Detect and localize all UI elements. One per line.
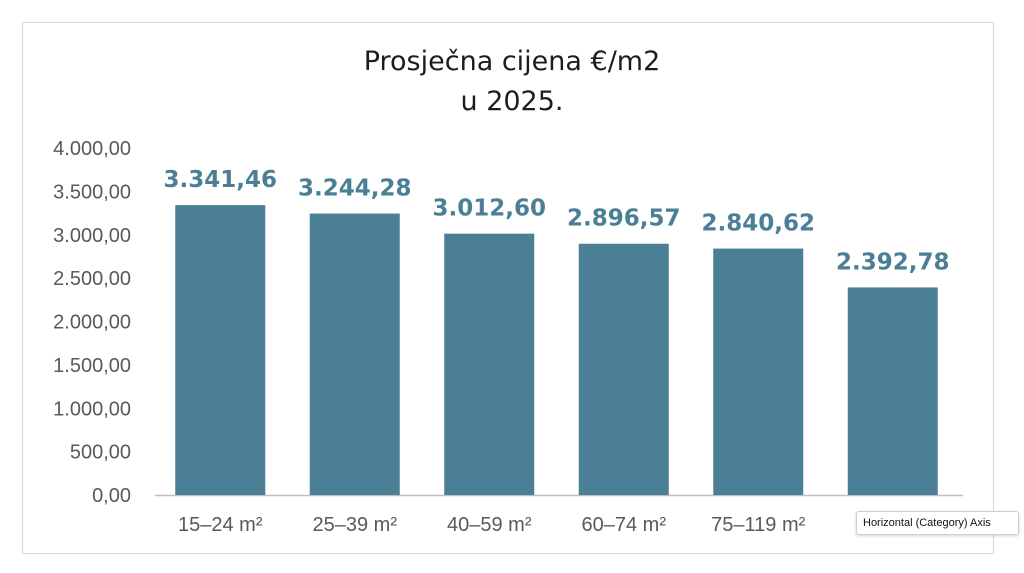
bar[interactable]	[713, 248, 804, 495]
bar-series[interactable]	[175, 205, 938, 495]
bar[interactable]	[309, 213, 400, 495]
vertical-value-axis[interactable]: 0,00 500,00 1.000,00 1.500,00 2.000,00 2.500,…	[53, 138, 131, 507]
bar[interactable]	[444, 233, 535, 495]
x-tick-label: 15–24 m²	[178, 514, 263, 536]
y-tick-label: 4.000,00	[53, 138, 131, 160]
data-label: 3.341,46	[164, 167, 278, 193]
axis-tooltip: Horizontal (Category) Axis	[856, 511, 1019, 535]
bar[interactable]	[847, 287, 938, 495]
x-tick-label: 40–59 m²	[447, 514, 532, 536]
data-label: 2.896,57	[567, 206, 681, 232]
x-tick-label: 75–119 m²	[711, 514, 805, 536]
x-tick-label: 25–39 m²	[313, 514, 398, 536]
data-labels[interactable]: 3.341,46 3.244,28 3.012,60 2.896,57 2.840,62…	[164, 167, 950, 275]
y-tick-label: 1.000,00	[53, 398, 131, 420]
data-label: 3.244,28	[298, 176, 412, 202]
data-label: 2.840,62	[702, 211, 816, 237]
y-tick-label: 2.500,00	[53, 268, 131, 290]
bar[interactable]	[175, 205, 266, 495]
y-tick-label: 500,00	[70, 442, 131, 464]
chart-title-line-2: u 2025.	[460, 86, 564, 117]
chart-title[interactable]: Prosječna cijena €/m2 u 2025.	[0, 42, 1024, 122]
data-label: 3.012,60	[433, 196, 547, 222]
y-tick-label: 1.500,00	[53, 355, 131, 377]
chart-title-line-1: Prosječna cijena €/m2	[363, 46, 661, 77]
bar[interactable]	[578, 243, 669, 495]
horizontal-category-axis[interactable]: 15–24 m² 25–39 m² 40–59 m² 60–74 m² 75–119 m…	[178, 514, 930, 536]
x-tick-label: 60–74 m²	[582, 514, 667, 536]
y-tick-label: 0,00	[92, 485, 131, 507]
y-tick-label: 3.000,00	[53, 225, 131, 247]
y-tick-label: 3.500,00	[53, 181, 131, 203]
y-tick-label: 2.000,00	[53, 312, 131, 334]
data-label: 2.392,78	[836, 249, 950, 275]
